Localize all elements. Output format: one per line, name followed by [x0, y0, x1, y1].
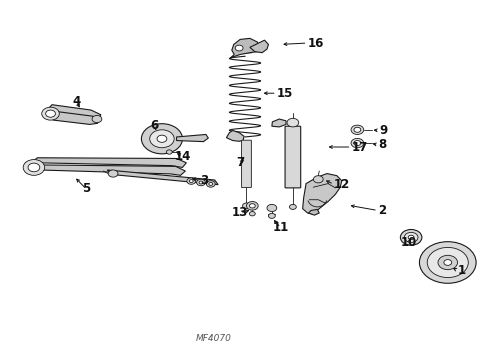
Circle shape [290, 204, 296, 210]
Text: 7: 7 [236, 156, 244, 169]
Text: 11: 11 [272, 221, 289, 234]
Circle shape [314, 176, 323, 183]
Text: 6: 6 [150, 119, 159, 132]
Circle shape [28, 163, 40, 172]
Text: 12: 12 [334, 178, 350, 191]
Circle shape [92, 116, 102, 123]
Circle shape [354, 127, 361, 132]
Text: 2: 2 [378, 204, 386, 217]
Text: 13: 13 [232, 207, 248, 220]
Text: 15: 15 [277, 87, 293, 100]
Circle shape [243, 203, 250, 209]
Polygon shape [272, 119, 286, 127]
Circle shape [249, 204, 255, 208]
Polygon shape [107, 170, 218, 185]
Circle shape [438, 255, 458, 270]
Circle shape [444, 260, 452, 265]
Circle shape [199, 181, 203, 184]
Text: 9: 9 [379, 124, 388, 137]
Polygon shape [309, 210, 319, 215]
Polygon shape [49, 111, 101, 125]
Circle shape [351, 138, 364, 148]
Text: 14: 14 [175, 150, 191, 163]
Circle shape [235, 45, 243, 51]
Circle shape [23, 159, 45, 175]
Polygon shape [47, 105, 101, 120]
Circle shape [189, 180, 193, 183]
Circle shape [246, 202, 258, 210]
Text: 8: 8 [378, 138, 387, 151]
Polygon shape [230, 39, 260, 58]
Polygon shape [250, 40, 269, 53]
Text: 1: 1 [458, 264, 466, 277]
Circle shape [249, 212, 255, 216]
Circle shape [46, 110, 55, 117]
Circle shape [419, 242, 476, 283]
FancyBboxPatch shape [285, 126, 301, 188]
Circle shape [269, 213, 275, 219]
Polygon shape [226, 131, 244, 141]
Circle shape [351, 125, 364, 134]
Circle shape [400, 229, 422, 245]
Polygon shape [176, 134, 208, 141]
Circle shape [427, 247, 468, 278]
Polygon shape [32, 165, 185, 175]
Polygon shape [303, 174, 342, 214]
Circle shape [166, 150, 172, 154]
Text: MF4070: MF4070 [196, 334, 231, 343]
Polygon shape [30, 158, 186, 167]
Text: 3: 3 [200, 174, 208, 186]
Circle shape [267, 204, 277, 212]
FancyBboxPatch shape [242, 140, 251, 188]
Circle shape [157, 135, 167, 142]
Text: 4: 4 [73, 95, 80, 108]
Circle shape [209, 183, 213, 185]
Circle shape [354, 140, 361, 145]
Circle shape [206, 181, 215, 187]
Circle shape [404, 232, 418, 242]
Circle shape [150, 130, 174, 148]
Circle shape [196, 179, 205, 186]
Circle shape [187, 178, 196, 184]
Circle shape [142, 124, 182, 154]
Text: 5: 5 [82, 183, 90, 195]
Text: 10: 10 [400, 236, 417, 249]
Text: 16: 16 [308, 36, 324, 50]
Text: 17: 17 [351, 140, 368, 153]
Circle shape [108, 170, 118, 177]
Circle shape [408, 235, 414, 239]
Circle shape [42, 107, 59, 120]
Circle shape [287, 118, 299, 127]
